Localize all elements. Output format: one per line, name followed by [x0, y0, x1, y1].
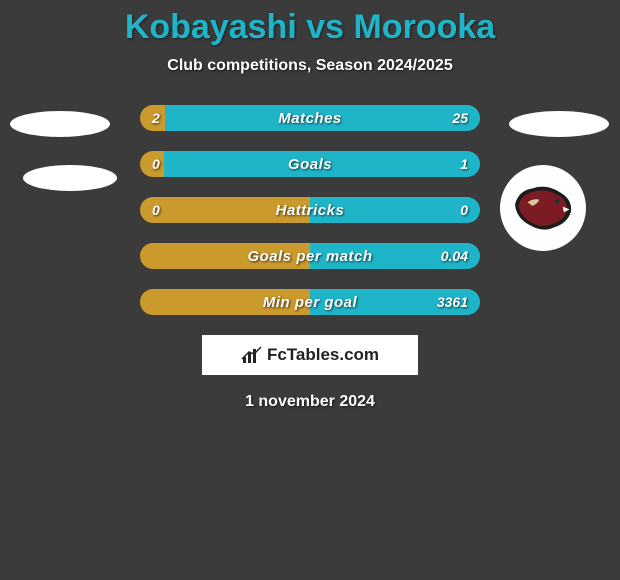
bar-row: Goals0 1: [140, 151, 480, 177]
avatar-left-2: [23, 165, 117, 191]
team-logo-icon: [508, 173, 578, 243]
bar-row: Goals per match0.04: [140, 243, 480, 269]
site-logo: FcTables.com: [202, 335, 418, 375]
page-title: Kobayashi vs Morooka: [0, 0, 620, 47]
bar-row: Min per goal3361: [140, 289, 480, 315]
subtitle: Club competitions, Season 2024/2025: [0, 57, 620, 75]
bar-value-left: 0: [152, 197, 160, 223]
bar-row: Hattricks0 0: [140, 197, 480, 223]
avatar-right-1: [509, 111, 609, 137]
bar-label: Goals: [140, 151, 480, 177]
chart-icon: [241, 345, 263, 365]
bar-value-right: 0: [460, 197, 468, 223]
date-text: 1 november 2024: [0, 393, 620, 411]
bar-value-right: 0.04: [441, 243, 468, 269]
avatar-left-1: [10, 111, 110, 137]
bar-label: Hattricks: [140, 197, 480, 223]
bar-value-left: 0: [152, 151, 160, 177]
bar-value-right: 25: [452, 105, 468, 131]
bar-label: Min per goal: [140, 289, 480, 315]
bar-row: Matches2 25: [140, 105, 480, 131]
bar-label: Matches: [140, 105, 480, 131]
logo-text: FcTables.com: [267, 345, 379, 365]
stats-area: Matches225Goals01Hattricks00Goals per ma…: [0, 105, 620, 315]
bar-value-right: 1: [460, 151, 468, 177]
bar-value-left: 2: [152, 105, 160, 131]
bar-label: Goals per match: [140, 243, 480, 269]
bar-value-right: 3361: [437, 289, 468, 315]
comparison-bars: Matches225Goals01Hattricks00Goals per ma…: [140, 105, 480, 315]
avatar-right-2: [500, 165, 586, 251]
